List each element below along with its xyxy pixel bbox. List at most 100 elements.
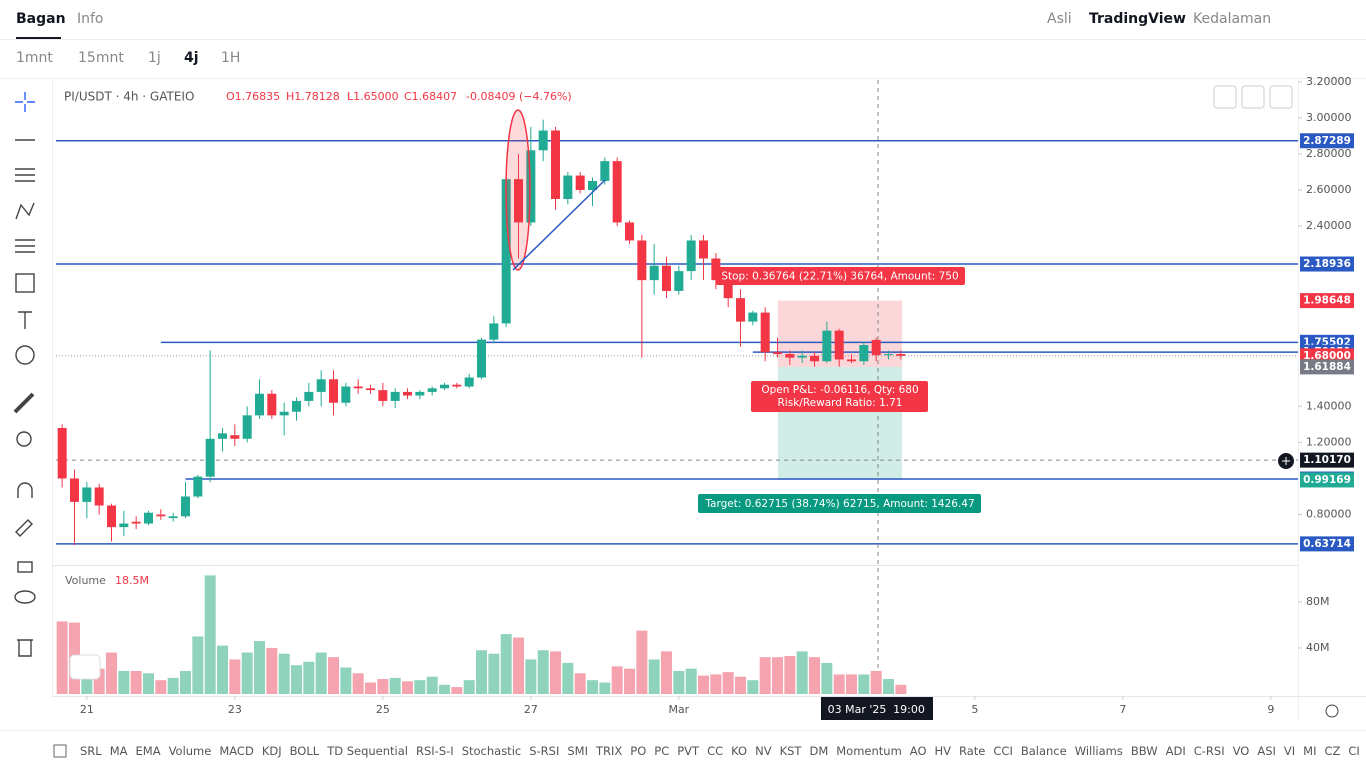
indicator[interactable]: ASI — [1257, 744, 1276, 758]
indicator[interactable]: Stochastic — [461, 744, 522, 758]
volume-bar — [451, 687, 463, 694]
indicator[interactable]: KST — [779, 744, 802, 758]
candle-body — [489, 323, 499, 340]
indicator[interactable]: Balance — [1020, 744, 1067, 758]
indicator[interactable]: DM — [809, 744, 829, 758]
interval[interactable]: 4j — [184, 50, 199, 66]
indicator[interactable]: EMA — [135, 744, 161, 758]
indicator[interactable]: VI — [1283, 744, 1296, 758]
indicator[interactable]: C-RSI — [1193, 744, 1225, 758]
settings-icon[interactable] — [1325, 704, 1339, 718]
candle-body — [551, 130, 561, 199]
candle-body — [329, 379, 339, 403]
tool-zoom[interactable] — [16, 431, 32, 447]
tool-pencil[interactable] — [15, 519, 33, 537]
candle-body — [205, 438, 215, 477]
x-tick-label: 7 — [1119, 703, 1126, 716]
volume-bar — [488, 653, 500, 694]
tool-text[interactable] — [18, 311, 32, 329]
candle-body — [440, 384, 450, 389]
indicator[interactable]: PVT — [677, 744, 700, 758]
candle-body — [884, 354, 894, 356]
indicator[interactable]: MACD — [219, 744, 254, 758]
tool-crosshair[interactable] — [15, 92, 35, 112]
indicator[interactable]: KO — [731, 744, 748, 758]
candle-body — [575, 175, 585, 190]
indicator[interactable]: PC — [654, 744, 670, 758]
indicator[interactable]: SMI — [567, 744, 588, 758]
indicator[interactable]: Volume — [168, 744, 212, 758]
indicator[interactable]: CC — [707, 744, 724, 758]
indicator[interactable]: CCI — [993, 744, 1013, 758]
y-tick-label: 1.20000 — [1306, 435, 1352, 448]
tool-pattern[interactable] — [15, 202, 35, 220]
y-tick-label: 3.00000 — [1306, 111, 1352, 124]
indicator[interactable]: HV — [934, 744, 952, 758]
indicator[interactable]: Rate — [959, 744, 986, 758]
view-option[interactable]: Kedalaman — [1193, 11, 1272, 27]
interval[interactable]: 1mnt — [16, 50, 53, 66]
volume-bar — [574, 673, 586, 694]
view-option[interactable]: TradingView — [1089, 11, 1186, 27]
tab[interactable]: Bagan — [16, 11, 66, 27]
volume-title: Volume — [65, 574, 106, 587]
candle-body — [477, 339, 487, 378]
candle-body — [156, 514, 166, 517]
indicator[interactable]: MI — [1303, 744, 1317, 758]
indicator[interactable]: BBW — [1130, 744, 1158, 758]
volume-bar — [673, 670, 685, 694]
tool-shape[interactable] — [15, 273, 35, 293]
tool-trash[interactable] — [17, 639, 33, 657]
button[interactable] — [1213, 85, 1237, 109]
indicator[interactable]: PO — [630, 744, 647, 758]
indicator[interactable]: VO — [1232, 744, 1250, 758]
indicator[interactable]: TRIX — [595, 744, 623, 758]
tool-channel[interactable] — [15, 168, 35, 182]
view-option[interactable]: Asli — [1047, 11, 1072, 27]
tool-eye[interactable] — [14, 590, 36, 604]
tool-emoji[interactable] — [15, 345, 35, 365]
indicator[interactable]: NV — [755, 744, 772, 758]
candle-body — [107, 505, 117, 528]
candle-body — [267, 393, 277, 416]
candle-body — [452, 384, 462, 387]
volume-bar — [735, 676, 747, 694]
button[interactable] — [1269, 85, 1293, 109]
indicator[interactable]: Williams — [1074, 744, 1123, 758]
entry-price-label: 1.61884 — [1303, 361, 1351, 373]
stop-label: Stop: 0.36764 (22.71%) 36764, Amount: 75… — [721, 271, 958, 283]
indicator[interactable]: SRL — [80, 744, 102, 758]
indicator[interactable]: AO — [909, 744, 927, 758]
volume-bar — [155, 680, 167, 694]
indicator[interactable]: MA — [109, 744, 128, 758]
indicator[interactable]: RSI-S-I — [416, 744, 454, 758]
indicator[interactable]: ADI — [1165, 744, 1186, 758]
volume-bar — [525, 659, 537, 694]
interval[interactable]: 1j — [148, 50, 161, 66]
crosshair-date: 03 Mar '25 — [828, 703, 887, 716]
indicator[interactable]: Momentum — [836, 744, 902, 758]
indicator[interactable]: BOLL — [289, 744, 320, 758]
candle-body — [674, 271, 684, 291]
indicator[interactable]: S-RSI — [529, 744, 560, 758]
tool-ruler[interactable] — [13, 392, 35, 414]
volume-tick-label: 80M — [1306, 595, 1330, 608]
tab[interactable]: Info — [77, 11, 104, 27]
tool-lock[interactable] — [17, 561, 33, 573]
interval[interactable]: 1H — [221, 50, 241, 66]
interval[interactable]: 15mnt — [78, 50, 124, 66]
indicator[interactable]: TD Sequential — [327, 744, 408, 758]
tool-fib[interactable] — [15, 239, 35, 253]
calendar-icon[interactable] — [53, 744, 67, 758]
y-tick-label: 1.40000 — [1306, 399, 1352, 412]
tool-magnet[interactable] — [17, 482, 33, 498]
y-tick-label: 3.20000 — [1306, 75, 1352, 88]
indicator[interactable]: CI — [1348, 744, 1360, 758]
indicator[interactable]: KDJ — [261, 744, 282, 758]
candle-body — [353, 386, 363, 389]
risk-reward-label: Risk/Reward Ratio: 1.71 — [778, 397, 903, 409]
button[interactable] — [1241, 85, 1265, 109]
indicator[interactable]: CZ — [1324, 744, 1341, 758]
volume-bar — [537, 650, 549, 694]
